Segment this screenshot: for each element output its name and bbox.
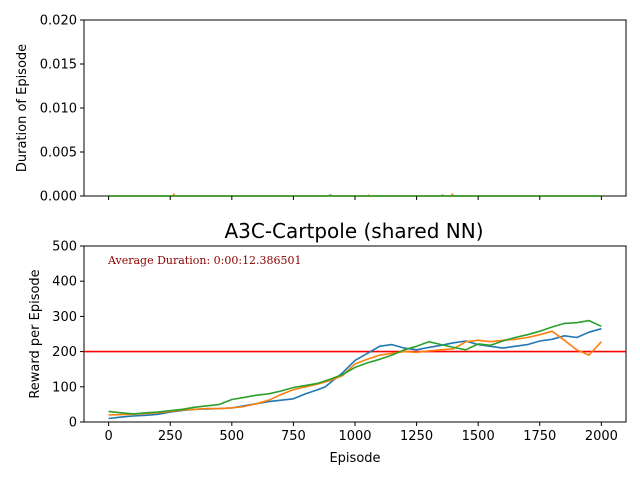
reward-plot-area <box>83 245 627 423</box>
average-duration-annotation: Average Duration: 0:00:12.386501 <box>107 254 302 267</box>
reward-x-tick-label: 1750 <box>523 429 556 444</box>
reward-x-tick-label: 250 <box>158 429 183 444</box>
reward-series-line-2 <box>108 330 602 416</box>
reward-x-tick-label: 500 <box>219 429 244 444</box>
reward-series-line-3 <box>108 319 602 415</box>
duration-y-axis-label: Duration of Episode <box>15 44 30 172</box>
reward-y-tick-label: 0 <box>69 416 77 431</box>
duration-y-tick-label: 0.005 <box>40 146 77 161</box>
reward-y-tick-label: 300 <box>52 310 77 325</box>
duration-x-ticks <box>108 196 602 200</box>
duration-series-line-2 <box>108 193 602 197</box>
duration-y-tick-label: 0.015 <box>40 58 77 73</box>
reward-y-tick-label: 500 <box>52 240 77 255</box>
reward-panel: A3C-Cartpole (shared NN) 0 100 200 300 400 50… <box>28 219 627 466</box>
duration-y-tick-label: 0.000 <box>40 190 77 205</box>
reward-x-axis-label: Episode <box>329 451 380 466</box>
reward-x-ticks: 0 250 500 750 1000 1250 1500 1750 2000 <box>104 422 618 444</box>
duration-series-line-3 <box>108 194 602 197</box>
reward-x-tick-label: 1250 <box>400 429 433 444</box>
reward-x-tick-label: 750 <box>281 429 306 444</box>
duration-y-ticks: 0.000 0.005 0.010 0.015 0.020 <box>40 14 84 205</box>
reward-y-axis-label: Reward per Episode <box>28 269 43 398</box>
reward-series-group <box>84 319 626 420</box>
reward-y-tick-label: 200 <box>52 345 77 360</box>
reward-x-tick-label: 0 <box>104 429 112 444</box>
duration-plot-area <box>83 19 627 197</box>
duration-panel: 0.000 0.005 0.010 0.015 0.020 Duration of Ep… <box>15 14 627 205</box>
reward-x-tick-label: 1000 <box>338 429 371 444</box>
reward-x-tick-label: 2000 <box>585 429 618 444</box>
reward-y-tick-label: 400 <box>52 275 77 290</box>
duration-y-tick-label: 0.010 <box>40 102 77 117</box>
duration-y-tick-label: 0.020 <box>40 14 77 29</box>
reward-x-tick-label: 1500 <box>462 429 495 444</box>
reward-y-tick-label: 100 <box>52 380 77 395</box>
reward-y-ticks: 0 100 200 300 400 500 <box>52 240 84 431</box>
chart-title: A3C-Cartpole (shared NN) <box>224 219 483 243</box>
